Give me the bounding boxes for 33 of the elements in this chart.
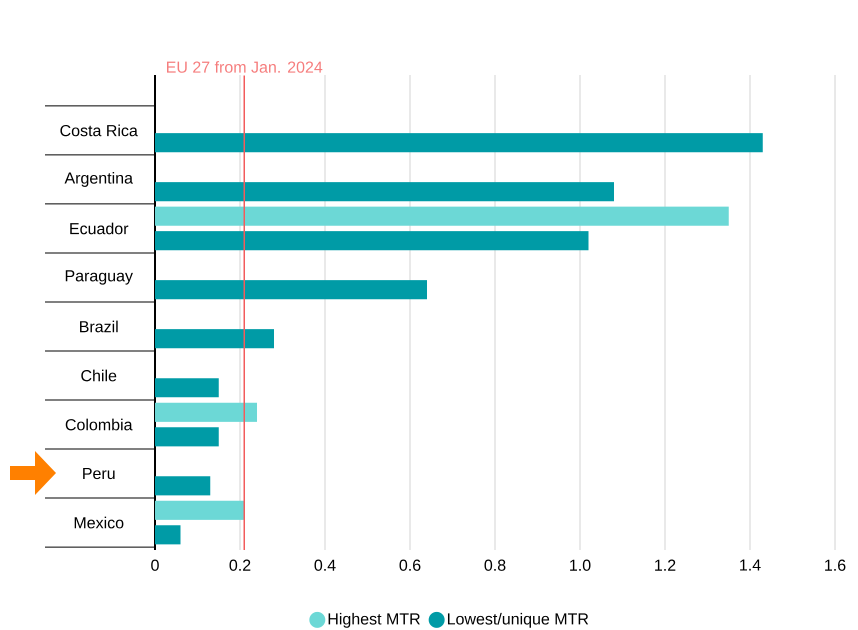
x-tick-label: 0.6 — [400, 560, 420, 571]
bar — [155, 476, 210, 496]
y-tick-label: Costa Rica — [60, 124, 138, 136]
bar — [155, 427, 219, 446]
x-tick-label: 0.4 — [314, 560, 336, 571]
y-tick-label: Ecuador — [70, 222, 128, 234]
x-tick-label: 0.2 — [230, 560, 250, 571]
bar — [155, 280, 428, 300]
bar — [155, 525, 180, 544]
y-tick-label: Chile — [81, 370, 116, 382]
bar — [155, 133, 763, 152]
bar — [155, 206, 729, 226]
bar — [155, 231, 589, 250]
x-tick-label: 0 — [151, 560, 159, 571]
bar — [155, 500, 244, 520]
y-tick-label: Argentina — [64, 172, 133, 187]
legend-label: Lowest/unique MTR — [448, 612, 588, 628]
x-tick-label: 1.6 — [825, 560, 846, 571]
y-tick-label: Mexico — [74, 516, 124, 528]
x-tick-label: 0.8 — [484, 560, 506, 571]
x-tick-label: 1.4 — [740, 560, 761, 571]
bar — [155, 329, 274, 348]
bar — [155, 378, 219, 398]
y-tick-label: Paraguay — [66, 270, 133, 285]
bar — [155, 182, 614, 202]
y-tick-label: Brazil — [80, 320, 118, 332]
y-tick-label: Peru — [83, 468, 115, 480]
x-tick-label: 1.2 — [655, 560, 676, 571]
x-tick-label: 1.0 — [570, 560, 590, 571]
bar — [155, 402, 258, 422]
legend-label: Highest MTR — [328, 612, 420, 628]
ref-line-label: EU 27 from Jan. 2024 — [167, 61, 322, 73]
y-tick-label: Colombia — [66, 418, 133, 430]
